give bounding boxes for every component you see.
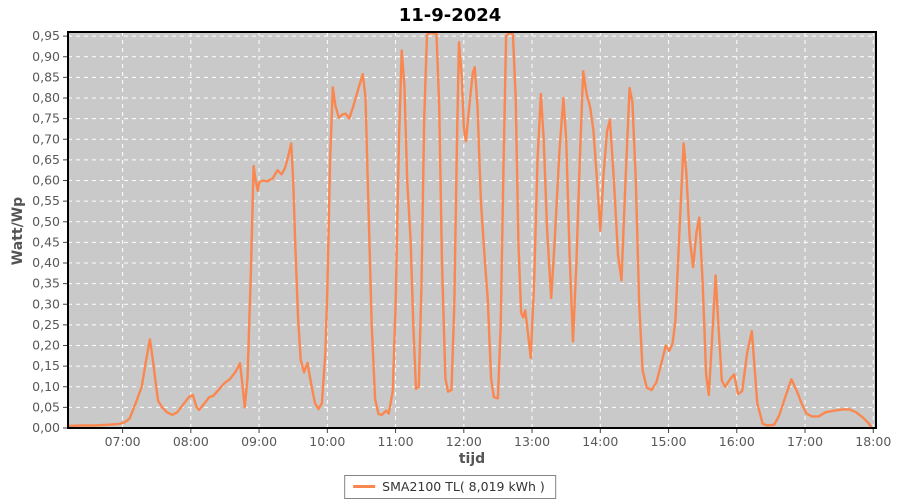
y-tick-label: 0,50 xyxy=(32,214,60,229)
y-tick-label: 0,85 xyxy=(32,69,60,84)
y-tick-label: 0,70 xyxy=(32,131,60,146)
x-tick-label: 16:00 xyxy=(719,434,755,449)
x-tick-label: 11:00 xyxy=(378,434,414,449)
y-tick-label: 0,10 xyxy=(32,379,60,394)
x-tick-label: 07:00 xyxy=(105,434,141,449)
legend-line-swatch xyxy=(353,485,376,488)
y-tick-label: 0,55 xyxy=(32,193,60,208)
y-tick-label: 0,45 xyxy=(32,234,60,249)
y-tick-label: 0,65 xyxy=(32,152,60,167)
chart-title: 11-9-2024 xyxy=(398,5,502,26)
x-axis-label: tijd xyxy=(458,451,486,467)
x-tick-label: 08:00 xyxy=(173,434,209,449)
legend-series-label: SMA2100 TL( 8,019 kWh ) xyxy=(382,479,545,494)
y-tick-label: 0,95 xyxy=(32,28,60,43)
x-tick-label: 18:00 xyxy=(855,434,891,449)
plot-frame xyxy=(67,31,877,429)
x-tick-label: 10:00 xyxy=(309,434,345,449)
legend: SMA2100 TL( 8,019 kWh ) xyxy=(344,475,556,499)
y-tick-label: 0,05 xyxy=(32,399,60,414)
y-tick-label: 0,15 xyxy=(32,358,60,373)
x-tick-label: 17:00 xyxy=(787,434,823,449)
x-tick-label: 12:00 xyxy=(446,434,482,449)
y-tick-label: 0,00 xyxy=(32,420,60,435)
y-axis-label: Watt/Wp xyxy=(10,196,26,266)
y-tick-label: 0,20 xyxy=(32,338,60,353)
y-tick-label: 0,90 xyxy=(32,49,60,64)
y-tick-label: 0,35 xyxy=(32,276,60,291)
x-tick-label: 15:00 xyxy=(651,434,687,449)
x-tick-label: 13:00 xyxy=(514,434,550,449)
y-tick-label: 0,25 xyxy=(32,317,60,332)
x-tick-label: 14:00 xyxy=(582,434,618,449)
y-tick-label: 0,30 xyxy=(32,296,60,311)
y-tick-label: 0,40 xyxy=(32,255,60,270)
y-tick-label: 0,75 xyxy=(32,111,60,126)
series-line xyxy=(67,31,874,430)
y-tick-label: 0,60 xyxy=(32,173,60,188)
x-tick-label: 09:00 xyxy=(241,434,277,449)
y-tick-label: 0,80 xyxy=(32,90,60,105)
